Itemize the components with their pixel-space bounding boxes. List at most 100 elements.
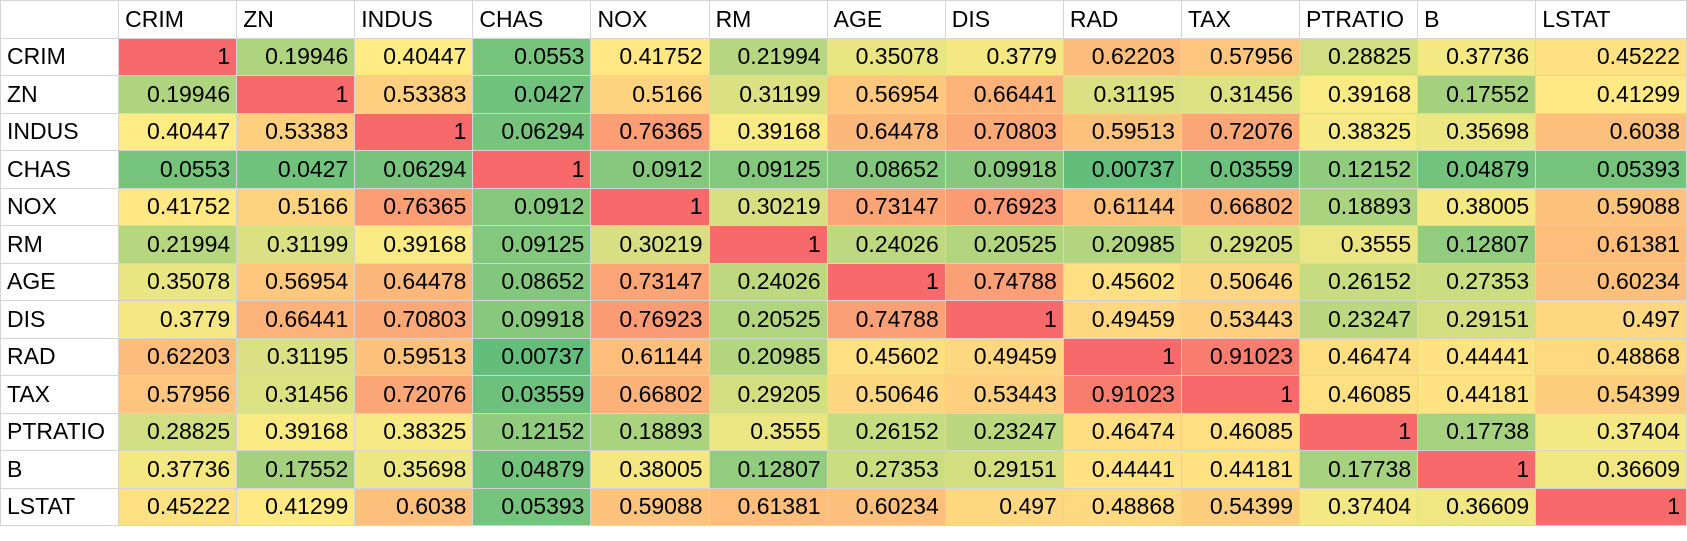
row-header-ptratio[interactable]: PTRATIO xyxy=(0,412,120,451)
matrix-cell[interactable]: 0.497 xyxy=(1535,300,1687,339)
matrix-cell[interactable]: 0.46474 xyxy=(1299,337,1419,376)
matrix-cell[interactable]: 0.20985 xyxy=(1062,225,1182,264)
matrix-cell[interactable]: 0.49459 xyxy=(1062,300,1182,339)
matrix-cell[interactable]: 0.29151 xyxy=(1417,300,1537,339)
matrix-cell[interactable]: 0.49459 xyxy=(944,337,1064,376)
matrix-cell[interactable]: 0.29205 xyxy=(708,375,828,414)
matrix-cell[interactable]: 0.18893 xyxy=(590,412,710,451)
matrix-cell[interactable]: 0.76365 xyxy=(590,112,710,151)
matrix-cell[interactable]: 0.50646 xyxy=(826,375,946,414)
matrix-cell[interactable]: 1 xyxy=(472,150,592,189)
corner-cell[interactable] xyxy=(0,0,120,39)
matrix-cell[interactable]: 0.74788 xyxy=(944,262,1064,301)
matrix-cell[interactable]: 0.27353 xyxy=(826,450,946,489)
matrix-cell[interactable]: 0.44441 xyxy=(1417,337,1537,376)
matrix-cell[interactable]: 0.54399 xyxy=(1535,375,1687,414)
matrix-cell[interactable]: 0.56954 xyxy=(826,75,946,114)
matrix-cell[interactable]: 0.72076 xyxy=(1180,112,1301,151)
matrix-cell[interactable]: 0.05393 xyxy=(1535,150,1687,189)
matrix-cell[interactable]: 1 xyxy=(944,300,1064,339)
row-header-rm[interactable]: RM xyxy=(0,225,120,264)
matrix-cell[interactable]: 0.45602 xyxy=(1062,262,1182,301)
matrix-cell[interactable]: 0.24026 xyxy=(826,225,946,264)
matrix-cell[interactable]: 0.40447 xyxy=(118,112,238,151)
matrix-cell[interactable]: 0.08652 xyxy=(472,262,592,301)
matrix-cell[interactable]: 0.66802 xyxy=(590,375,710,414)
matrix-cell[interactable]: 0.38005 xyxy=(590,450,710,489)
matrix-cell[interactable]: 0.37404 xyxy=(1299,487,1419,526)
matrix-cell[interactable]: 0.37736 xyxy=(118,450,238,489)
matrix-cell[interactable]: 1 xyxy=(826,262,946,301)
matrix-cell[interactable]: 0.61381 xyxy=(1535,225,1687,264)
matrix-cell[interactable]: 0.64478 xyxy=(354,262,474,301)
matrix-cell[interactable]: 0.45222 xyxy=(1535,37,1687,76)
matrix-cell[interactable]: 0.04879 xyxy=(1417,150,1537,189)
matrix-cell[interactable]: 0.76923 xyxy=(944,187,1064,226)
matrix-cell[interactable]: 0.30219 xyxy=(590,225,710,264)
matrix-cell[interactable]: 0.39168 xyxy=(236,412,356,451)
matrix-cell[interactable]: 0.73147 xyxy=(590,262,710,301)
matrix-cell[interactable]: 0.18893 xyxy=(1299,187,1419,226)
matrix-cell[interactable]: 0.46085 xyxy=(1180,412,1301,451)
row-header-zn[interactable]: ZN xyxy=(0,75,120,114)
matrix-cell[interactable]: 0.62203 xyxy=(118,337,238,376)
matrix-cell[interactable]: 0.53443 xyxy=(1180,300,1301,339)
matrix-cell[interactable]: 0.31199 xyxy=(708,75,828,114)
row-header-dis[interactable]: DIS xyxy=(0,300,120,339)
matrix-cell[interactable]: 0.09125 xyxy=(708,150,828,189)
matrix-cell[interactable]: 0.36609 xyxy=(1535,450,1687,489)
matrix-cell[interactable]: 0.56954 xyxy=(236,262,356,301)
matrix-cell[interactable]: 0.03559 xyxy=(1180,150,1301,189)
matrix-cell[interactable]: 0.17738 xyxy=(1299,450,1419,489)
matrix-cell[interactable]: 0.48868 xyxy=(1062,487,1182,526)
matrix-cell[interactable]: 0.31456 xyxy=(1180,75,1301,114)
column-header-nox[interactable]: NOX xyxy=(590,0,710,39)
matrix-cell[interactable]: 0.70803 xyxy=(944,112,1064,151)
row-header-b[interactable]: B xyxy=(0,450,120,489)
matrix-cell[interactable]: 0.21994 xyxy=(118,225,238,264)
matrix-cell[interactable]: 1 xyxy=(354,112,474,151)
matrix-cell[interactable]: 0.66802 xyxy=(1180,187,1301,226)
matrix-cell[interactable]: 0.62203 xyxy=(1062,37,1182,76)
column-header-lstat[interactable]: LSTAT xyxy=(1535,0,1687,39)
matrix-cell[interactable]: 0.66441 xyxy=(236,300,356,339)
matrix-cell[interactable]: 0.35078 xyxy=(118,262,238,301)
matrix-cell[interactable]: 0.12152 xyxy=(1299,150,1419,189)
matrix-cell[interactable]: 0.35698 xyxy=(1417,112,1537,151)
matrix-cell[interactable]: 0.31456 xyxy=(236,375,356,414)
matrix-cell[interactable]: 0.60234 xyxy=(826,487,946,526)
matrix-cell[interactable]: 1 xyxy=(1299,412,1419,451)
row-header-tax[interactable]: TAX xyxy=(0,375,120,414)
matrix-cell[interactable]: 0.0427 xyxy=(236,150,356,189)
matrix-cell[interactable]: 1 xyxy=(590,187,710,226)
matrix-cell[interactable]: 0.50646 xyxy=(1180,262,1301,301)
matrix-cell[interactable]: 0.61144 xyxy=(590,337,710,376)
matrix-cell[interactable]: 0.38005 xyxy=(1417,187,1537,226)
matrix-cell[interactable]: 0.59513 xyxy=(1062,112,1182,151)
matrix-cell[interactable]: 0.41299 xyxy=(1535,75,1687,114)
matrix-cell[interactable]: 0.3779 xyxy=(118,300,238,339)
matrix-cell[interactable]: 0.05393 xyxy=(472,487,592,526)
matrix-cell[interactable]: 0.17552 xyxy=(1417,75,1537,114)
matrix-cell[interactable]: 1 xyxy=(1180,375,1301,414)
matrix-cell[interactable]: 1 xyxy=(1417,450,1537,489)
matrix-cell[interactable]: 0.59513 xyxy=(354,337,474,376)
matrix-cell[interactable]: 0.28825 xyxy=(118,412,238,451)
matrix-cell[interactable]: 0.21994 xyxy=(708,37,828,76)
matrix-cell[interactable]: 0.04879 xyxy=(472,450,592,489)
matrix-cell[interactable]: 0.19946 xyxy=(236,37,356,76)
matrix-cell[interactable]: 0.27353 xyxy=(1417,262,1537,301)
matrix-cell[interactable]: 0.5166 xyxy=(236,187,356,226)
matrix-cell[interactable]: 0.23247 xyxy=(944,412,1064,451)
matrix-cell[interactable]: 0.20985 xyxy=(708,337,828,376)
matrix-cell[interactable]: 0.19946 xyxy=(118,75,238,114)
matrix-cell[interactable]: 0.06294 xyxy=(472,112,592,151)
column-header-crim[interactable]: CRIM xyxy=(118,0,238,39)
matrix-cell[interactable]: 0.76365 xyxy=(354,187,474,226)
matrix-cell[interactable]: 0.76923 xyxy=(590,300,710,339)
matrix-cell[interactable]: 0.44441 xyxy=(1062,450,1182,489)
matrix-cell[interactable]: 0.73147 xyxy=(826,187,946,226)
matrix-cell[interactable]: 0.3555 xyxy=(1299,225,1419,264)
matrix-cell[interactable]: 0.45602 xyxy=(826,337,946,376)
matrix-cell[interactable]: 0.38325 xyxy=(1299,112,1419,151)
